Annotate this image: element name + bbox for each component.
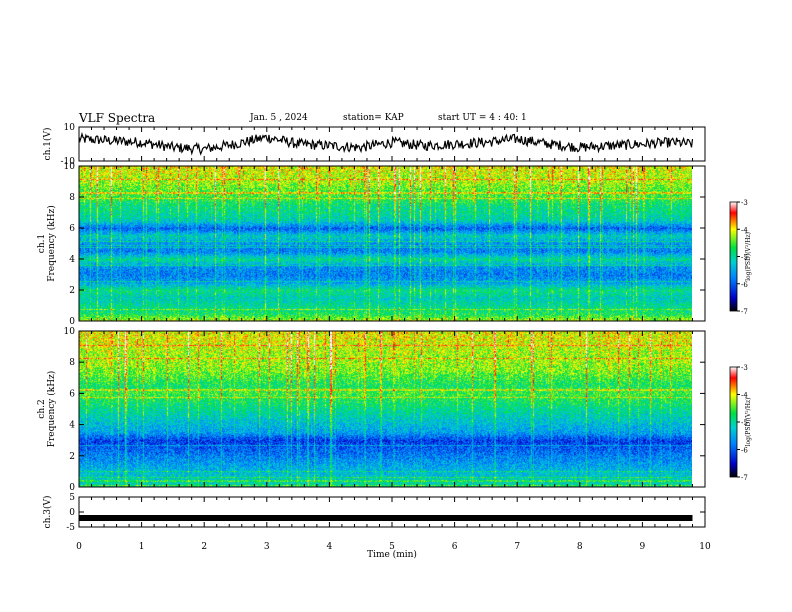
y-tick-label: 8 bbox=[69, 358, 75, 368]
y-tick-label: 8 bbox=[69, 193, 75, 203]
colorbar-tick-label: -6 bbox=[741, 281, 748, 289]
y-tick-label: 6 bbox=[69, 389, 75, 399]
colorbar-tick-label: -3 bbox=[741, 199, 748, 207]
y-tick-label: 4 bbox=[69, 255, 75, 265]
x-tick-label: 1 bbox=[139, 542, 145, 552]
start-ut-label: start UT = 4 : 40: 1 bbox=[438, 113, 527, 123]
x-axis-label: Time (min) bbox=[367, 549, 417, 560]
colorbar-tick-label: -7 bbox=[741, 474, 748, 482]
colorbar bbox=[729, 366, 738, 478]
y-axis-label: ch.1 bbox=[37, 234, 47, 253]
colorbar-tick-label: -5 bbox=[741, 419, 748, 427]
y-tick-label: 2 bbox=[69, 452, 75, 462]
colorbar-tick-label: -5 bbox=[741, 254, 748, 262]
y-tick-label: 0 bbox=[69, 317, 75, 327]
colorbar-label: log(PSD)(V²/Hz) bbox=[745, 232, 752, 281]
x-tick-label: 0 bbox=[76, 542, 82, 552]
y-axis-label: ch.3(V) bbox=[42, 496, 53, 529]
colorbar-tick-label: -4 bbox=[741, 392, 748, 400]
y-tick-label: 10 bbox=[64, 327, 76, 337]
y-tick-label: 6 bbox=[69, 224, 75, 234]
colorbar-tick-label: -3 bbox=[741, 364, 748, 372]
ch1-waveform-line bbox=[78, 131, 694, 156]
y-tick-label: 0 bbox=[69, 483, 75, 493]
y-tick-label: 10 bbox=[64, 162, 76, 172]
date-label: Jan. 5 , 2024 bbox=[250, 113, 308, 123]
colorbar-tick-label: -7 bbox=[741, 308, 748, 316]
x-tick-label: 7 bbox=[514, 542, 520, 552]
y-tick-label: 4 bbox=[69, 421, 75, 431]
x-tick-label: 6 bbox=[452, 542, 458, 552]
x-tick-label: 3 bbox=[264, 542, 270, 552]
ch1-spectrogram bbox=[79, 166, 692, 321]
y-tick-label: 5 bbox=[69, 493, 75, 503]
y-tick-label: -10 bbox=[61, 157, 76, 167]
station-label: station= KAP bbox=[343, 113, 404, 123]
x-tick-label: 9 bbox=[640, 542, 646, 552]
y-axis-label: ch.1(V) bbox=[42, 128, 53, 161]
x-tick-label: 5 bbox=[389, 542, 395, 552]
colorbar-tick-label: -4 bbox=[741, 226, 748, 234]
ch3-waveform-line bbox=[79, 515, 693, 521]
y-tick-label: 10 bbox=[64, 123, 76, 133]
x-tick-label: 8 bbox=[577, 542, 583, 552]
colorbar bbox=[729, 201, 738, 312]
figure-title: VLF Spectra bbox=[79, 111, 156, 125]
y-axis-label: ch.2 bbox=[37, 399, 47, 418]
y-tick-label: -5 bbox=[66, 523, 75, 533]
y-axis-label: Frequency (kHz) bbox=[46, 371, 57, 448]
y-tick-label: 2 bbox=[69, 286, 75, 296]
x-tick-label: 2 bbox=[201, 542, 207, 552]
x-tick-label: 10 bbox=[699, 542, 711, 552]
y-axis-label: Frequency (kHz) bbox=[46, 205, 57, 282]
colorbar-label: log(PSD)(V²/Hz) bbox=[745, 398, 752, 447]
y-tick-label: 0 bbox=[69, 508, 75, 518]
colorbar-tick-label: -6 bbox=[741, 447, 748, 455]
x-tick-label: 4 bbox=[327, 542, 333, 552]
ch2-spectrogram bbox=[79, 331, 692, 487]
